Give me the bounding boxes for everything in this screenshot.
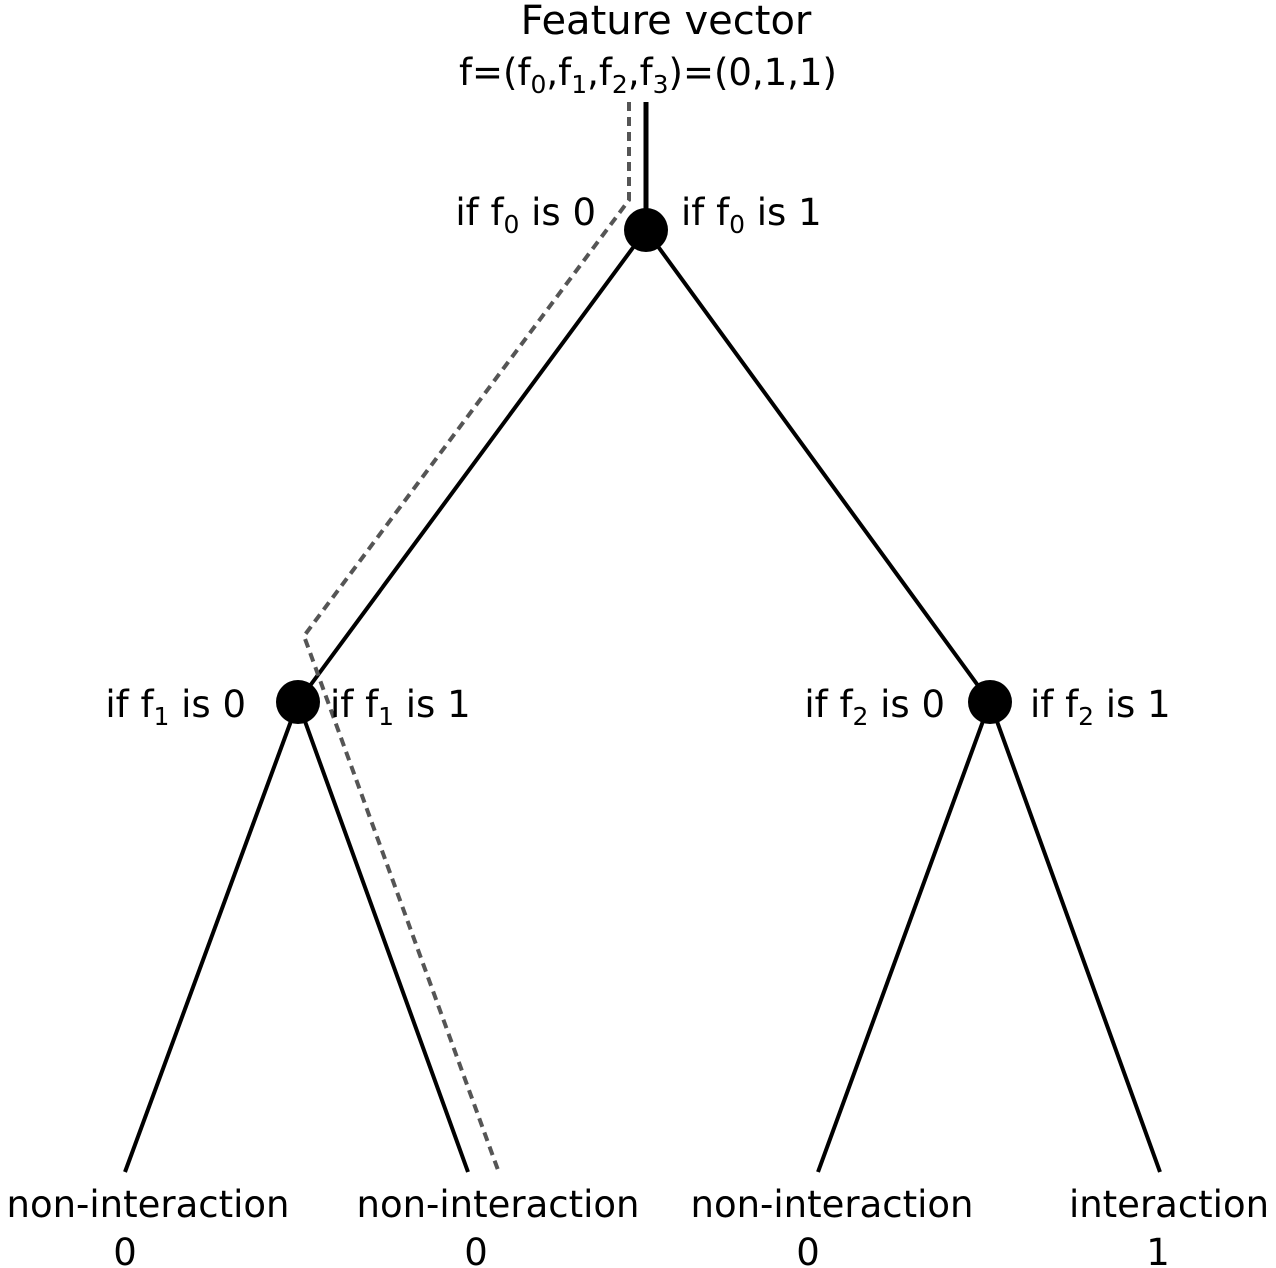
root-right-condition: if f0 is 1 xyxy=(681,191,822,239)
edge-right-node-to-leaf-4 xyxy=(988,701,1162,1173)
root-left-condition: if f0 is 0 xyxy=(455,191,596,239)
diagram-title: Feature vector xyxy=(521,0,812,44)
leaf-1-value: 0 xyxy=(113,1231,137,1268)
edge-right-node-to-leaf-3 xyxy=(816,701,992,1173)
leaf-3-value: 0 xyxy=(796,1231,820,1268)
left-node-left-condition: if f1 is 0 xyxy=(105,683,246,731)
right-node-right-condition: if f2 is 1 xyxy=(1030,683,1171,731)
leaf-2-label: non-interaction xyxy=(357,1183,640,1226)
left-node xyxy=(276,680,320,724)
leaf-1-label: non-interaction xyxy=(7,1183,290,1226)
right-node-left-condition: if f2 is 0 xyxy=(804,683,945,731)
edge-left-node-to-leaf-1 xyxy=(123,701,300,1173)
right-node xyxy=(968,680,1012,724)
edge-root-to-left-node xyxy=(296,228,648,704)
feature-vector-formula: f=(f0,f1,f2,f3)=(0,1,1) xyxy=(459,51,837,99)
leaf-2-value: 0 xyxy=(464,1231,488,1268)
edge-root-to-right-node xyxy=(644,228,992,704)
root-node xyxy=(624,208,668,252)
left-node-right-condition: if f1 is 1 xyxy=(330,683,471,731)
leaf-4-label: interaction xyxy=(1069,1183,1269,1226)
decision-path-dashed xyxy=(301,102,631,1171)
leaf-4-value: 1 xyxy=(1146,1231,1170,1268)
edge-left-node-to-leaf-2 xyxy=(296,701,470,1173)
leaf-3-label: non-interaction xyxy=(691,1183,974,1226)
